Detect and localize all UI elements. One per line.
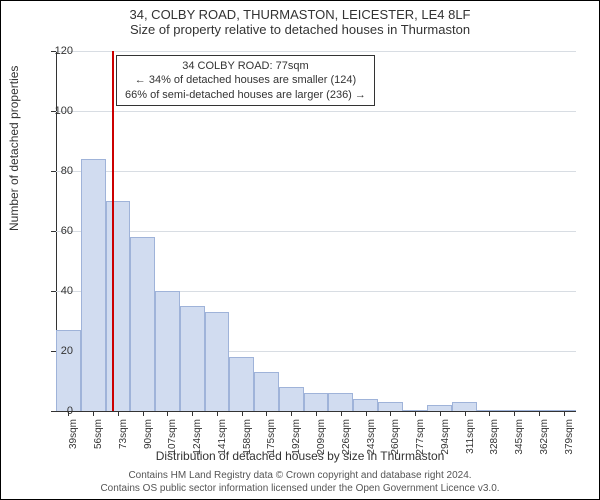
- footer-line2: Contains OS public sector information li…: [1, 482, 599, 495]
- x-tick-mark: [390, 411, 391, 416]
- histogram-bar: [328, 393, 353, 411]
- histogram-bar: [155, 291, 180, 411]
- x-tick-mark: [93, 411, 94, 416]
- histogram-bar: [130, 237, 155, 411]
- y-tick-label: 60: [43, 225, 73, 237]
- footer-line1: Contains HM Land Registry data © Crown c…: [1, 469, 599, 482]
- x-tick-label: 311sqm: [465, 419, 476, 459]
- histogram-bar: [452, 402, 477, 411]
- x-tick-mark: [465, 411, 466, 416]
- title-address: 34, COLBY ROAD, THURMASTON, LEICESTER, L…: [1, 7, 599, 22]
- histogram-bar: [180, 306, 205, 411]
- x-tick-label: 124sqm: [192, 419, 203, 459]
- x-tick-label: 192sqm: [291, 419, 302, 459]
- x-tick-mark: [266, 411, 267, 416]
- plot-region: 34 COLBY ROAD: 77sqm← 34% of detached ho…: [56, 51, 576, 411]
- grid-line: [56, 51, 576, 52]
- x-tick-label: 345sqm: [514, 419, 525, 459]
- x-tick-label: 277sqm: [415, 419, 426, 459]
- histogram-bar: [106, 201, 131, 411]
- annotation-line: 34 COLBY ROAD: 77sqm: [125, 59, 366, 73]
- x-tick-label: 294sqm: [440, 419, 451, 459]
- x-tick-label: 175sqm: [266, 419, 277, 459]
- histogram-bar: [56, 330, 81, 411]
- x-tick-label: 209sqm: [316, 419, 327, 459]
- histogram-bar: [81, 159, 106, 411]
- histogram-bar: [353, 399, 378, 411]
- histogram-bar: [229, 357, 254, 411]
- x-tick-label: 158sqm: [242, 419, 253, 459]
- grid-line: [56, 171, 576, 172]
- x-tick-mark: [242, 411, 243, 416]
- x-tick-mark: [415, 411, 416, 416]
- x-tick-label: 39sqm: [68, 419, 79, 459]
- marker-line: [112, 51, 114, 411]
- grid-line: [56, 231, 576, 232]
- y-tick-label: 0: [43, 405, 73, 417]
- x-tick-mark: [514, 411, 515, 416]
- x-tick-label: 73sqm: [118, 419, 129, 459]
- chart-area: 34 COLBY ROAD: 77sqm← 34% of detached ho…: [56, 51, 576, 411]
- x-tick-label: 56sqm: [93, 419, 104, 459]
- x-tick-mark: [316, 411, 317, 416]
- x-tick-mark: [217, 411, 218, 416]
- x-tick-label: 243sqm: [366, 419, 377, 459]
- x-tick-label: 226sqm: [341, 419, 352, 459]
- histogram-bar: [279, 387, 304, 411]
- x-tick-mark: [440, 411, 441, 416]
- histogram-bar: [254, 372, 279, 411]
- x-tick-mark: [341, 411, 342, 416]
- footer-attribution: Contains HM Land Registry data © Crown c…: [1, 469, 599, 495]
- y-tick-label: 40: [43, 285, 73, 297]
- annotation-line: ← 34% of detached houses are smaller (12…: [125, 73, 366, 87]
- x-tick-label: 362sqm: [539, 419, 550, 459]
- grid-line: [56, 111, 576, 112]
- title-block: 34, COLBY ROAD, THURMASTON, LEICESTER, L…: [1, 1, 599, 39]
- y-tick-label: 100: [43, 105, 73, 117]
- histogram-bar: [304, 393, 329, 411]
- x-tick-mark: [539, 411, 540, 416]
- x-tick-label: 379sqm: [564, 419, 575, 459]
- x-tick-label: 107sqm: [167, 419, 178, 459]
- x-tick-label: 260sqm: [390, 419, 401, 459]
- x-tick-mark: [564, 411, 565, 416]
- chart-container: 34, COLBY ROAD, THURMASTON, LEICESTER, L…: [0, 0, 600, 500]
- x-tick-label: 328sqm: [489, 419, 500, 459]
- y-tick-label: 80: [43, 165, 73, 177]
- annotation-box: 34 COLBY ROAD: 77sqm← 34% of detached ho…: [116, 55, 375, 106]
- x-tick-mark: [167, 411, 168, 416]
- x-tick-mark: [143, 411, 144, 416]
- y-tick-label: 120: [43, 45, 73, 57]
- x-tick-mark: [118, 411, 119, 416]
- histogram-bar: [205, 312, 230, 411]
- histogram-bar: [378, 402, 403, 411]
- y-axis-label: Number of detached properties: [7, 66, 21, 231]
- x-tick-mark: [291, 411, 292, 416]
- x-tick-label: 141sqm: [217, 419, 228, 459]
- x-tick-label: 90sqm: [143, 419, 154, 459]
- x-tick-mark: [192, 411, 193, 416]
- annotation-line: 66% of semi-detached houses are larger (…: [125, 88, 366, 102]
- x-tick-mark: [489, 411, 490, 416]
- title-subtitle: Size of property relative to detached ho…: [1, 22, 599, 37]
- y-tick-label: 20: [43, 345, 73, 357]
- x-tick-mark: [366, 411, 367, 416]
